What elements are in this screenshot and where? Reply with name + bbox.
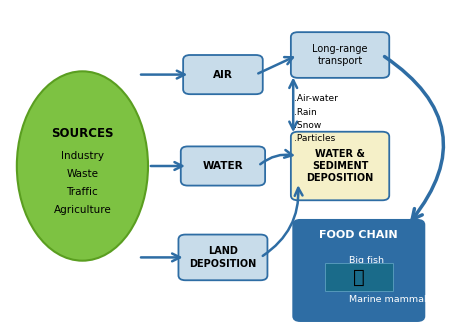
Text: FOOD CHAIN: FOOD CHAIN [319, 229, 398, 240]
FancyBboxPatch shape [183, 55, 263, 94]
FancyBboxPatch shape [291, 32, 389, 78]
Text: Agriculture: Agriculture [54, 205, 111, 215]
FancyBboxPatch shape [178, 234, 267, 280]
Text: WATER: WATER [202, 161, 243, 171]
FancyBboxPatch shape [293, 220, 424, 321]
Text: LAND
DEPOSITION: LAND DEPOSITION [189, 246, 256, 269]
Ellipse shape [17, 71, 148, 261]
Text: Long-range
transport: Long-range transport [312, 44, 368, 66]
Text: .Air-water
.Rain
.Snow
.Particles: .Air-water .Rain .Snow .Particles [294, 94, 338, 143]
FancyBboxPatch shape [325, 263, 393, 291]
FancyBboxPatch shape [291, 132, 389, 200]
Text: Waste: Waste [66, 169, 99, 179]
Text: Marine mammals: Marine mammals [349, 295, 432, 304]
Text: SOURCES: SOURCES [51, 127, 114, 140]
Text: 🦈: 🦈 [353, 268, 365, 287]
Text: Traffic: Traffic [66, 187, 98, 197]
Text: Industry: Industry [61, 151, 104, 161]
Text: AIR: AIR [213, 70, 233, 80]
FancyBboxPatch shape [181, 146, 265, 186]
Text: Big fish: Big fish [349, 256, 384, 265]
Text: WATER &
SEDIMENT
DEPOSITION: WATER & SEDIMENT DEPOSITION [306, 149, 374, 183]
